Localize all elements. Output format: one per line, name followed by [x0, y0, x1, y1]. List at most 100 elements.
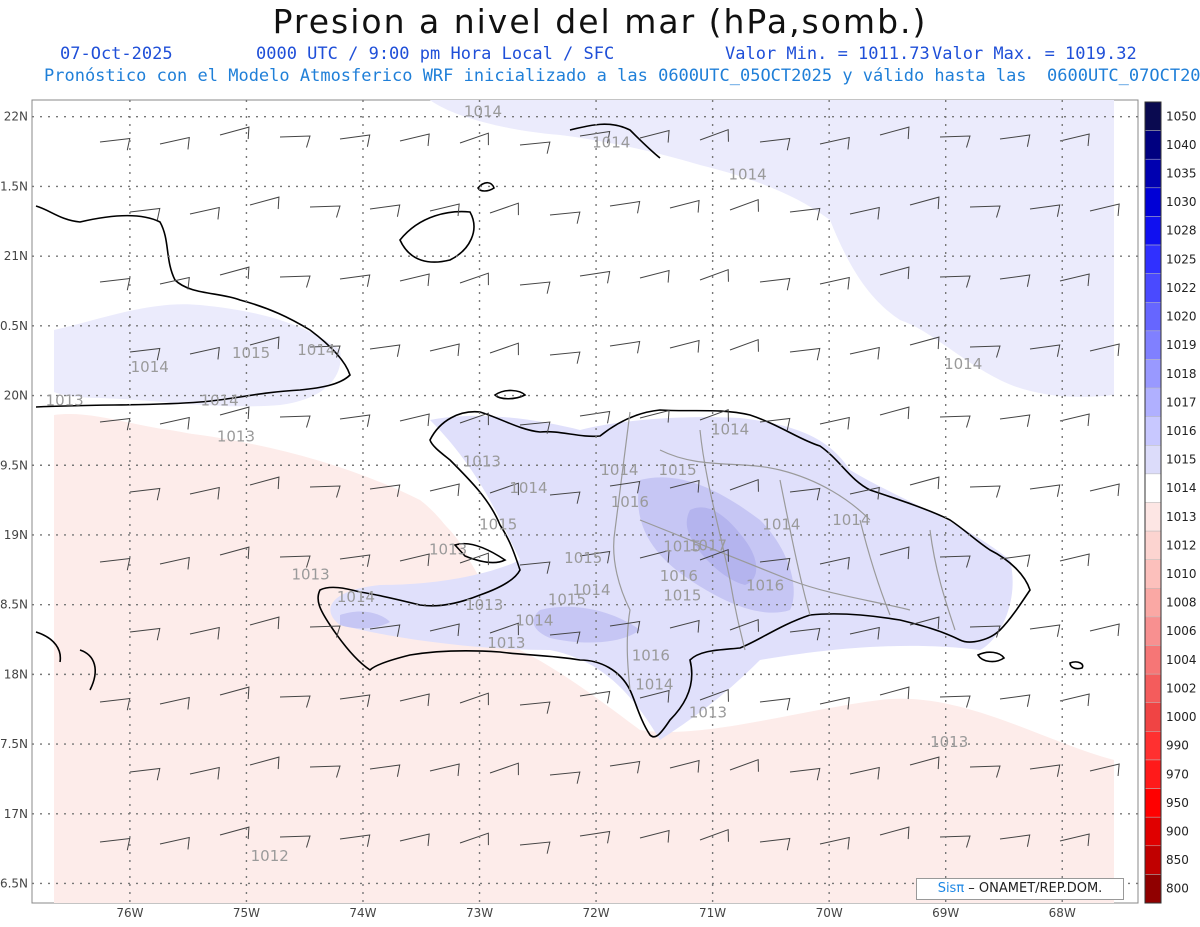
credit-box: Sisπ – ONAMET/REP.DOM. [916, 878, 1124, 900]
wind-barb [369, 204, 401, 217]
wind-barb [129, 207, 161, 221]
wind-barb [459, 552, 489, 566]
wind-barb [789, 347, 821, 361]
contour-label: 1014 [728, 165, 766, 183]
colorbar-label: 1020 [1166, 310, 1197, 324]
latitude-label: 21N [4, 249, 28, 263]
contour-label: 1016 [611, 493, 649, 511]
colorbar-label: 1019 [1166, 338, 1197, 352]
wind-barb [339, 554, 371, 567]
gonave-island [453, 542, 507, 564]
contour-label: 1013 [689, 704, 727, 722]
colorbar-swatch [1144, 530, 1162, 560]
wind-barb [969, 205, 1001, 218]
wind-barb [1089, 763, 1120, 777]
wind-barb [519, 281, 551, 294]
wind-barb [429, 623, 460, 637]
wind-barb [99, 557, 131, 571]
max-value: Valor Max. = 1019.32 [932, 44, 1137, 64]
wind-barb [519, 841, 551, 854]
wind-barb [549, 351, 581, 364]
wind-barb [999, 134, 1031, 147]
contour-label: 1013 [217, 428, 255, 446]
wind-barb [1089, 623, 1120, 637]
colorbar-swatch [1144, 158, 1162, 189]
wind-barb [849, 346, 880, 360]
wind-barb [249, 476, 280, 490]
colorbar-swatch [1144, 445, 1162, 475]
wind-barb [1029, 484, 1061, 497]
wind-barb [369, 624, 401, 637]
contour-label: 1014 [635, 676, 673, 694]
colorbar-swatch [1144, 588, 1162, 618]
wind-barb [1029, 624, 1061, 637]
wind-barb [639, 689, 670, 703]
credit-onamet: – ONAMET/REP.DOM. [964, 881, 1103, 896]
colorbar-label: 850 [1166, 853, 1189, 867]
latitude-label: 9.5N [0, 458, 28, 472]
wind-barb [939, 415, 971, 428]
wind-barb [159, 696, 190, 710]
colorbar-swatch [1144, 130, 1162, 160]
wind-barb [189, 486, 220, 500]
high-pressure-core-4 [340, 611, 390, 629]
latitude-labels: 22N 1.5N 21N 0.5N 20N 9.5N 19N 8.5N 18N 7.5N 17N 6.… [0, 110, 28, 891]
wind-barb [1059, 553, 1090, 567]
wind-barb [399, 833, 430, 847]
contour-label: 1015 [663, 538, 701, 556]
wind-barb [1089, 343, 1120, 357]
wind-barb [189, 766, 220, 780]
colorbar-swatch [1144, 330, 1162, 360]
tortuga-island [493, 389, 527, 400]
wind-barb [1059, 133, 1090, 147]
wind-barb [219, 546, 250, 560]
colorbar-swatch [1144, 273, 1162, 303]
contour-label: 1014 [201, 391, 239, 409]
great-inagua-islet [477, 181, 495, 192]
contour-label: 1015 [663, 586, 701, 604]
longitude-label: 73W [466, 906, 493, 920]
wind-barb [609, 340, 641, 354]
wind-barb [489, 762, 519, 776]
wind-barb [639, 269, 670, 283]
colorbar-swatch [1144, 874, 1162, 904]
wind-barb [549, 771, 581, 784]
wind-barb [819, 556, 850, 570]
latitude-label: 20N [4, 389, 28, 403]
contour-label: 1015 [232, 344, 270, 362]
colorbar-label: 1006 [1166, 624, 1197, 638]
colorbar-label: 950 [1166, 796, 1189, 810]
wind-barb [549, 211, 581, 224]
wind-barb [879, 686, 910, 700]
wind-barb [999, 274, 1031, 287]
longitude-label: 71W [699, 906, 726, 920]
wind-barb [429, 203, 460, 217]
wind-barb [489, 622, 519, 636]
latitude-label: 19N [4, 528, 28, 542]
wind-barb [309, 345, 341, 358]
wind-barb [1029, 204, 1061, 217]
contour-label: 1012 [251, 847, 289, 865]
colorbar-label: 1028 [1166, 224, 1197, 238]
colorbar-swatch [1144, 702, 1162, 732]
wind-barb [759, 137, 791, 151]
colorbar-label: 1010 [1166, 567, 1197, 581]
wind-barb [699, 409, 729, 422]
wind-barb [909, 616, 940, 630]
wind-barb [849, 766, 880, 780]
wind-barb [489, 482, 519, 496]
wind-barb [789, 627, 821, 641]
colorbar-swatch [1144, 302, 1162, 332]
wind-barb [729, 479, 759, 492]
wind-barb [669, 199, 700, 213]
wind-barb [639, 409, 670, 423]
colorbar-swatch [1144, 559, 1162, 589]
wind-barb [339, 134, 371, 147]
wind-barb [819, 276, 850, 290]
contour-label: 1014 [762, 515, 800, 533]
colorbar-label: 1030 [1166, 195, 1197, 209]
wind-barb [1059, 413, 1090, 427]
wind-barb [549, 491, 581, 504]
colorbar-frame [1144, 101, 1162, 904]
colorbar-label: 1025 [1166, 252, 1197, 266]
